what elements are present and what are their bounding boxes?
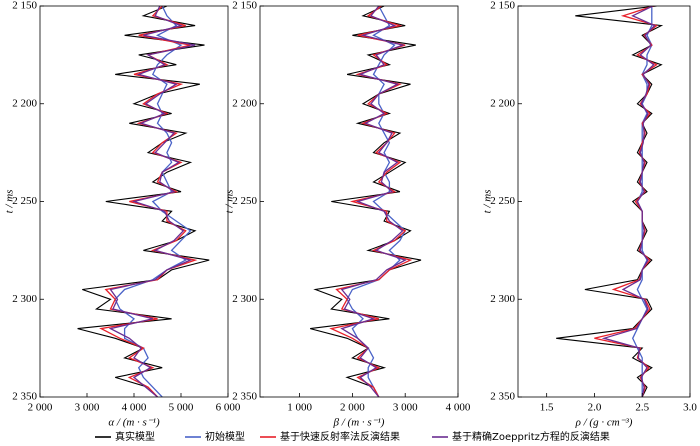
x-tick-label: 3 000	[393, 402, 418, 414]
x-tick-label: 6 000	[216, 402, 241, 414]
x-tick-label: 5 000	[169, 402, 194, 414]
y-tick-label: 2 300	[12, 293, 37, 305]
series-line	[556, 6, 664, 397]
y-tick-label: 2 350	[490, 391, 515, 403]
y-tick-label: 2 200	[12, 97, 37, 109]
x-tick-label: 1 000	[287, 402, 312, 414]
y-tick-label: 2 150	[232, 0, 257, 12]
y-tick-label: 2 300	[232, 293, 257, 305]
x-tick-label: 3 000	[75, 402, 100, 414]
y-tick-label: 2 250	[490, 195, 515, 207]
y-tick-label: 2 350	[12, 391, 37, 403]
x-axis-label: ρ / (g · cm⁻³)	[575, 417, 633, 429]
x-tick-label: 4 000	[446, 402, 471, 414]
x-tick-label: 2 000	[340, 402, 365, 414]
y-axis-label: t / ms	[482, 190, 494, 214]
series-line	[114, 6, 192, 397]
x-axis-label: α / (m · s⁻¹)	[108, 417, 160, 429]
legend-label: 初始模型	[205, 430, 245, 443]
y-tick-label: 2 350	[232, 391, 257, 403]
x-tick-label: 1.5	[540, 402, 554, 414]
y-tick-label: 2 250	[232, 195, 257, 207]
series-line	[77, 6, 210, 397]
y-tick-label: 2 200	[490, 97, 515, 109]
x-tick-label: 4 000	[122, 402, 147, 414]
y-tick-label: 2 250	[12, 195, 37, 207]
y-tick-label: 2 150	[490, 0, 515, 12]
x-tick-label: 2.0	[588, 402, 602, 414]
legend-label: 基于精确Zoeppritz方程的反演结果	[452, 430, 610, 443]
series-line	[340, 6, 407, 397]
x-axis-label: β / (m · s⁻¹)	[333, 417, 385, 429]
y-tick-label: 2 150	[12, 0, 37, 12]
series-line	[346, 6, 407, 397]
y-tick-label: 2 300	[490, 293, 515, 305]
x-tick-label: 2.5	[635, 402, 649, 414]
legend-label: 基于快速反射率法反演结果	[280, 430, 400, 443]
series-line	[601, 6, 656, 397]
series-line	[329, 6, 413, 397]
y-axis-label: t / ms	[4, 190, 16, 214]
series-line	[310, 6, 422, 397]
series-line	[108, 6, 196, 397]
series-line	[99, 6, 198, 397]
x-tick-label: 3.0	[683, 402, 697, 414]
y-axis-label: t / ms	[224, 190, 236, 214]
y-tick-label: 2 200	[232, 97, 257, 109]
legend-label: 真实模型	[115, 430, 155, 443]
x-tick-label: 2 000	[28, 402, 53, 414]
